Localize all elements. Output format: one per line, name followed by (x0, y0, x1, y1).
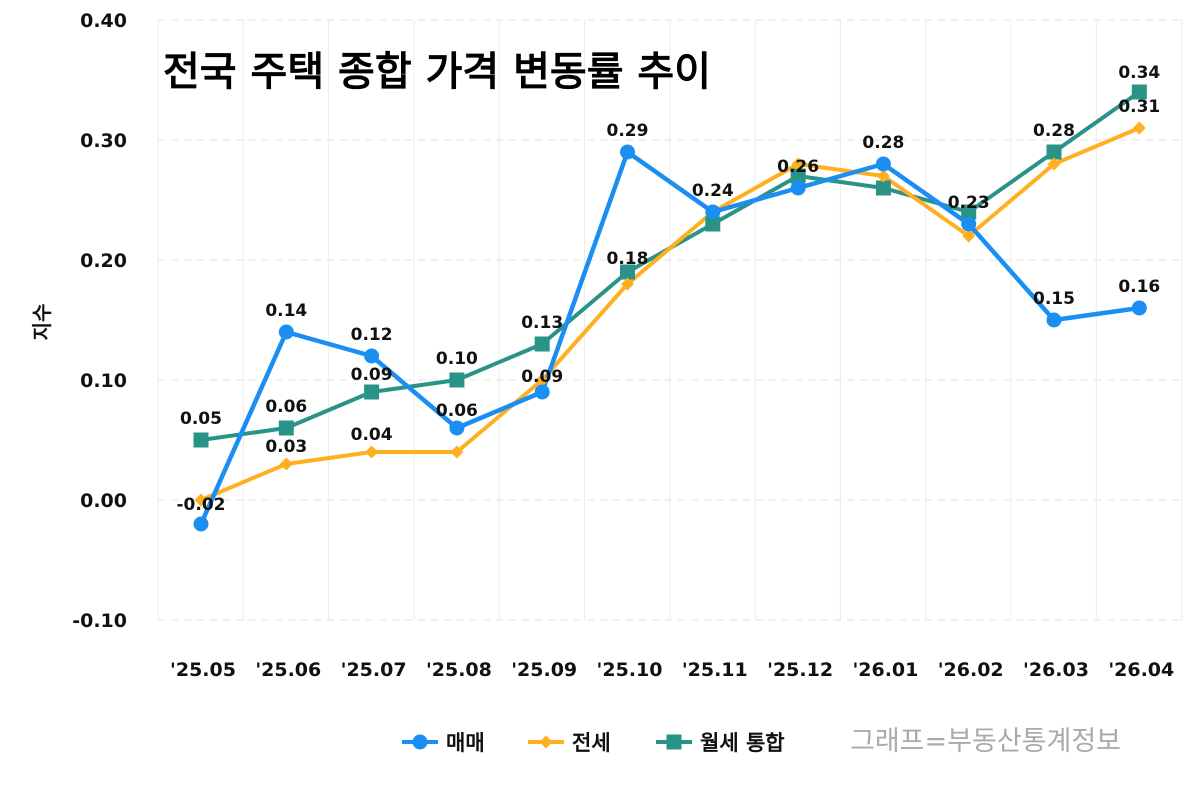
data-label: 0.05 (180, 409, 222, 429)
legend-item: 월세 통합 (656, 731, 785, 755)
legend-marker (666, 734, 682, 750)
series-marker (790, 168, 806, 184)
series-marker (705, 216, 721, 232)
legend: 매매 전세 월세 통합 (402, 731, 785, 755)
x-tick-label: '26.02 (938, 659, 1004, 681)
legend-marker (539, 735, 553, 749)
series-marker (790, 180, 806, 196)
x-tick-label: '25.09 (511, 659, 577, 681)
data-label: 0.28 (1033, 121, 1075, 141)
y-tick-label: -0.10 (72, 610, 127, 632)
data-label: 0.09 (351, 365, 393, 385)
x-tick-label: '26.01 (852, 659, 918, 681)
data-label: 0.09 (521, 367, 563, 387)
x-tick-label: '26.04 (1108, 659, 1174, 681)
data-label: 0.29 (607, 121, 649, 141)
series-marker (961, 216, 977, 232)
series-marker (534, 336, 550, 352)
data-label: 0.03 (265, 437, 307, 457)
y-axis-label: 지수 (30, 304, 54, 341)
series-marker (449, 420, 465, 436)
data-label: 0.04 (351, 425, 393, 445)
series-marker (365, 445, 379, 459)
axes: -0.10 0.00 0.10 0.20 0.30 0.40 '25.05 '25.06 '25… (72, 10, 1174, 681)
data-label: 0.31 (1118, 97, 1160, 117)
series-marker (705, 204, 721, 220)
series-marker (875, 180, 891, 196)
data-label: 0.06 (436, 401, 478, 421)
data-label: 0.15 (1033, 289, 1075, 309)
legend-item: 매매 (402, 731, 485, 755)
series-marker (1046, 312, 1062, 328)
y-tick-label: 0.10 (80, 370, 127, 392)
data-label: 0.23 (948, 193, 990, 213)
legend-label: 월세 통합 (700, 731, 785, 755)
series-marker (1131, 300, 1147, 316)
series-marker (620, 144, 635, 160)
data-label: 0.26 (777, 157, 819, 177)
series-markers (193, 84, 1147, 532)
x-tick-label: '25.11 (682, 659, 748, 681)
series-marker (875, 156, 891, 172)
legend-item: 전세 (528, 731, 611, 755)
series-marker (278, 324, 294, 340)
data-label: 0.10 (436, 349, 478, 369)
chart-title: 전국 주택 종합 가격 변동률 추이 (163, 49, 711, 95)
data-label: 0.28 (862, 133, 904, 153)
series-marker (962, 229, 976, 243)
x-tick-label: '25.05 (170, 659, 236, 681)
x-tick-label: '25.10 (597, 659, 663, 681)
x-tick-label: '25.08 (426, 659, 492, 681)
series-marker (1046, 144, 1062, 160)
y-tick-label: 0.40 (80, 10, 127, 32)
data-label: 0.16 (1118, 277, 1160, 297)
y-tick-label: 0.00 (80, 490, 127, 512)
x-tick-label: '26.03 (1023, 659, 1089, 681)
series-marker (876, 169, 890, 183)
data-label: -0.02 (177, 495, 226, 515)
legend-label: 전세 (572, 731, 611, 755)
series-marker (279, 457, 293, 471)
data-label: 0.34 (1118, 63, 1160, 83)
x-tick-label: '25.06 (255, 659, 321, 681)
series-marker (193, 432, 209, 448)
series-marker (534, 384, 550, 400)
data-label: 0.14 (265, 301, 307, 321)
data-labels: -0.02 0.14 0.12 0.06 0.09 0.29 0.24 0.26 0.28 0.2… (177, 63, 1161, 515)
source-caption: 그래프=부동산통계정보 (850, 726, 1121, 757)
x-tick-label: '25.12 (767, 659, 833, 681)
series-marker (791, 157, 805, 171)
series-marker (449, 372, 465, 388)
series-marker (1047, 157, 1061, 171)
y-tick-label: 0.30 (80, 130, 127, 152)
y-tick-label: 0.20 (80, 250, 127, 272)
data-label: 0.18 (607, 249, 649, 269)
series-marker (961, 204, 977, 220)
data-label: 0.24 (692, 181, 734, 201)
series-marker (621, 277, 634, 291)
series-marker (278, 420, 294, 436)
data-label: 0.06 (265, 397, 307, 417)
series-marker (450, 445, 464, 459)
series-marker (620, 264, 635, 280)
series-marker (535, 373, 549, 387)
series-marker (1131, 84, 1147, 100)
series-marker (364, 384, 380, 400)
series-line (200, 126, 1141, 502)
legend-marker (412, 734, 428, 750)
data-label: 0.12 (351, 325, 393, 345)
series-marker (194, 493, 208, 507)
series-line (198, 149, 1140, 525)
legend-label: 매매 (446, 731, 485, 755)
series-marker (364, 348, 380, 364)
series-lines (198, 90, 1141, 525)
grid-lines (157, 19, 1183, 621)
x-tick-label: '25.07 (341, 659, 407, 681)
data-label: 0.13 (521, 313, 563, 333)
series-marker (193, 516, 209, 532)
series-marker (1132, 121, 1146, 135)
